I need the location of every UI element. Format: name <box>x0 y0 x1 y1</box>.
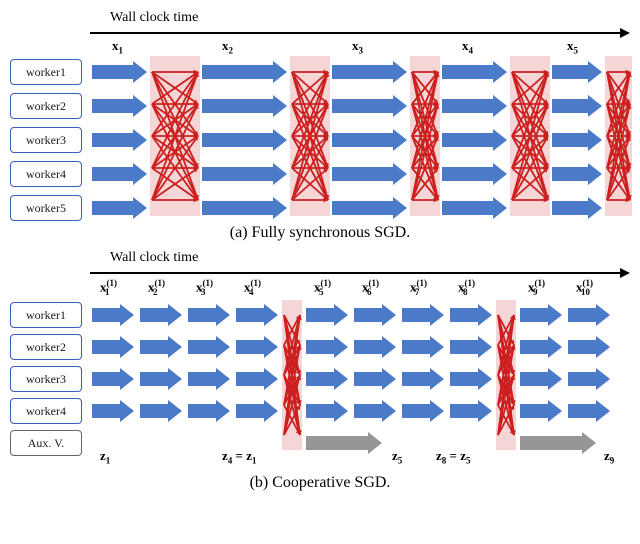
iterate-label: x3 <box>352 38 363 56</box>
worker-label: worker1 <box>10 59 82 85</box>
worker-label: worker3 <box>10 366 82 392</box>
iterate-label: x(1)5 <box>314 278 324 297</box>
sync-region <box>496 300 516 450</box>
sync-region <box>150 56 200 216</box>
iterate-label: x(1)4 <box>244 278 254 297</box>
iterate-label: x(1)6 <box>362 278 372 297</box>
aux-iterate-label: z5 <box>392 448 402 466</box>
worker-label: worker4 <box>10 161 82 187</box>
worker-label: worker2 <box>10 334 82 360</box>
iterate-label: x4 <box>462 38 473 56</box>
aux-iterate-label: z4 = z1 <box>222 448 256 466</box>
worker-label: worker3 <box>10 127 82 153</box>
diagram-b: x(1)1x(1)2x(1)3x(1)4x(1)5x(1)6x(1)7x(1)8… <box>10 282 630 468</box>
aux-iterate-label: z1 <box>100 448 110 466</box>
aux-label: Aux. V. <box>10 430 82 456</box>
caption-b: (b) Cooperative SGD. <box>10 474 630 492</box>
timeline-label-a: Wall clock time <box>110 10 630 26</box>
iterate-label: x1 <box>112 38 123 56</box>
iterate-label: x(1)7 <box>410 278 420 297</box>
sync-region <box>290 56 330 216</box>
iterate-label: x(1)3 <box>196 278 206 297</box>
worker-label: worker1 <box>10 302 82 328</box>
diagram-a: x1x2x3x4x5 worker1worker2worker3worker4w… <box>10 42 630 218</box>
sync-region <box>605 56 632 216</box>
caption-a: (a) Fully synchronous SGD. <box>10 224 630 242</box>
iterate-label: x2 <box>222 38 233 56</box>
timeline-arrow-a <box>90 28 630 38</box>
worker-label: worker4 <box>10 398 82 424</box>
worker-label: worker5 <box>10 195 82 221</box>
timeline-label-b: Wall clock time <box>110 250 630 266</box>
panel-coop-sgd: Wall clock time x(1)1x(1)2x(1)3x(1)4x(1)… <box>10 250 630 492</box>
aux-iterate-label: z8 = z5 <box>436 448 470 466</box>
worker-label: worker2 <box>10 93 82 119</box>
iterate-label: x(1)8 <box>458 278 468 297</box>
iterate-label: x(1)9 <box>528 278 538 297</box>
sync-region <box>410 56 440 216</box>
sync-region <box>510 56 550 216</box>
panel-sync-sgd: Wall clock time x1 x2 x3 x4 x5 worker1 worker… <box>10 10 630 242</box>
timeline-arrow-b <box>90 268 630 278</box>
iterate-label: x(1)2 <box>148 278 158 297</box>
aux-iterate-label: z9 <box>604 448 614 466</box>
iterate-label: x5 <box>567 38 578 56</box>
iterate-label: x(1)10 <box>576 278 590 297</box>
iterate-label: x(1)1 <box>100 278 110 297</box>
sync-region <box>282 300 302 450</box>
